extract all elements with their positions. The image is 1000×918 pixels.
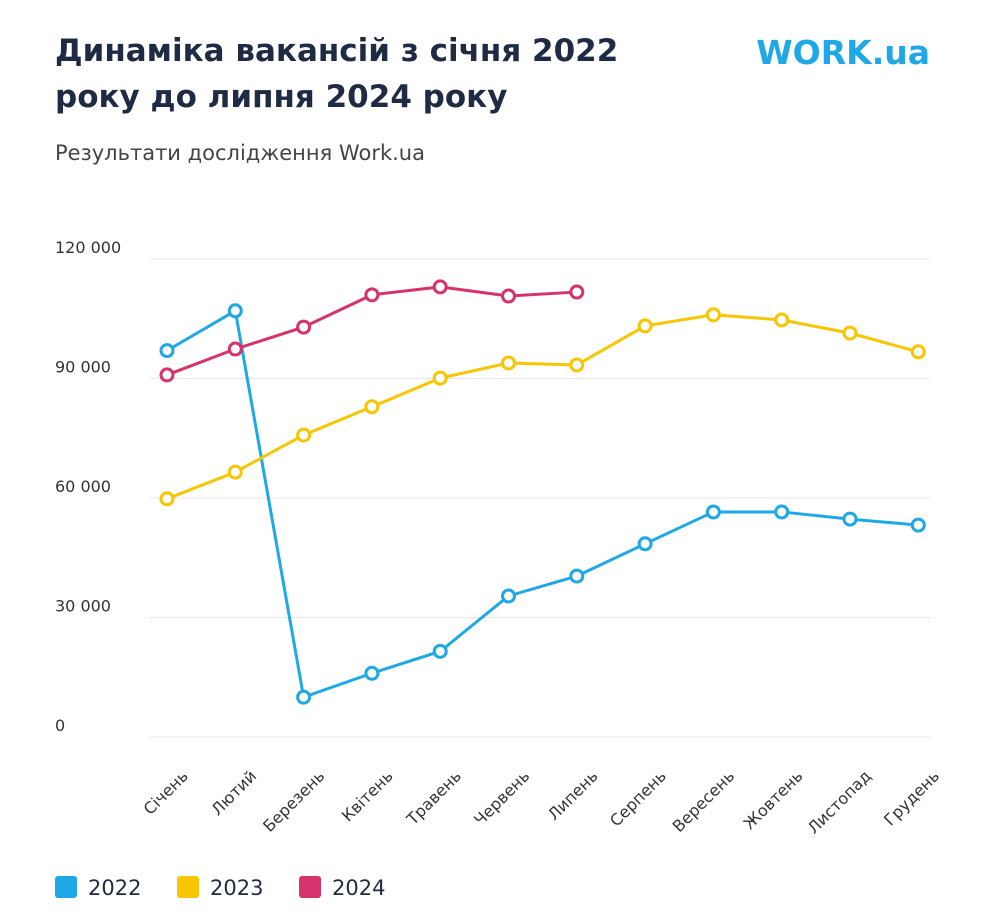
data-point — [227, 303, 243, 319]
data-point — [705, 504, 721, 520]
x-tick-label: Лютий — [207, 766, 260, 819]
subtitle: Результати дослідження Work.ua — [55, 141, 425, 165]
data-point — [227, 464, 243, 480]
logo: WORK.ua — [756, 33, 930, 72]
y-tick-label: 0 — [55, 716, 65, 735]
x-tick-label: Квітень — [338, 766, 397, 825]
data-point — [296, 427, 312, 443]
data-point — [432, 643, 448, 659]
y-tick-label: 90 000 — [55, 358, 111, 377]
x-tick-label: Серпень — [606, 766, 670, 830]
x-tick-label: Липень — [544, 766, 602, 824]
data-point — [227, 341, 243, 357]
x-tick-label: Листопад — [804, 766, 875, 837]
data-point — [501, 355, 516, 371]
legend-label: 2024 — [332, 876, 385, 900]
data-point — [296, 319, 312, 335]
legend-swatch — [299, 876, 321, 898]
y-tick-label: 30 000 — [55, 597, 111, 616]
data-point — [569, 357, 585, 373]
data-point — [637, 536, 653, 552]
data-point — [705, 307, 721, 323]
data-point — [159, 343, 175, 359]
x-tick-label: Червень — [470, 766, 533, 829]
chart-title: Динаміка вакансій з січня 2022 року до л… — [55, 33, 619, 115]
x-tick-label: Грудень — [880, 766, 943, 829]
x-tick-label: Березень — [259, 766, 328, 835]
data-point — [159, 367, 175, 383]
x-tick-label: Травень — [402, 766, 465, 829]
y-tick-label: 60 000 — [55, 477, 111, 496]
data-point — [432, 370, 448, 386]
data-point — [842, 325, 858, 341]
data-point — [774, 504, 790, 520]
data-point — [910, 517, 926, 533]
data-point — [501, 288, 516, 304]
legend-swatch — [55, 876, 77, 898]
legend-label: 2022 — [88, 876, 141, 900]
data-point — [569, 284, 585, 300]
data-point — [159, 491, 175, 507]
x-tick-label: Вересень — [669, 766, 739, 836]
legend-label: 2023 — [210, 876, 263, 900]
series-line — [166, 308, 919, 700]
x-tick-label: Жовтень — [740, 766, 807, 833]
series-line — [166, 313, 919, 501]
data-point — [637, 318, 653, 334]
data-point — [910, 344, 926, 360]
data-point — [501, 588, 516, 604]
data-point — [774, 312, 790, 328]
legend-swatch — [177, 876, 199, 898]
data-point — [296, 689, 312, 705]
data-point — [569, 568, 585, 584]
y-tick-label: 120 000 — [55, 238, 121, 257]
data-point — [842, 511, 858, 527]
x-tick-label: Січень — [140, 766, 192, 818]
data-point — [364, 399, 380, 415]
data-point — [432, 279, 448, 295]
data-point — [364, 287, 380, 303]
data-point — [364, 665, 380, 681]
